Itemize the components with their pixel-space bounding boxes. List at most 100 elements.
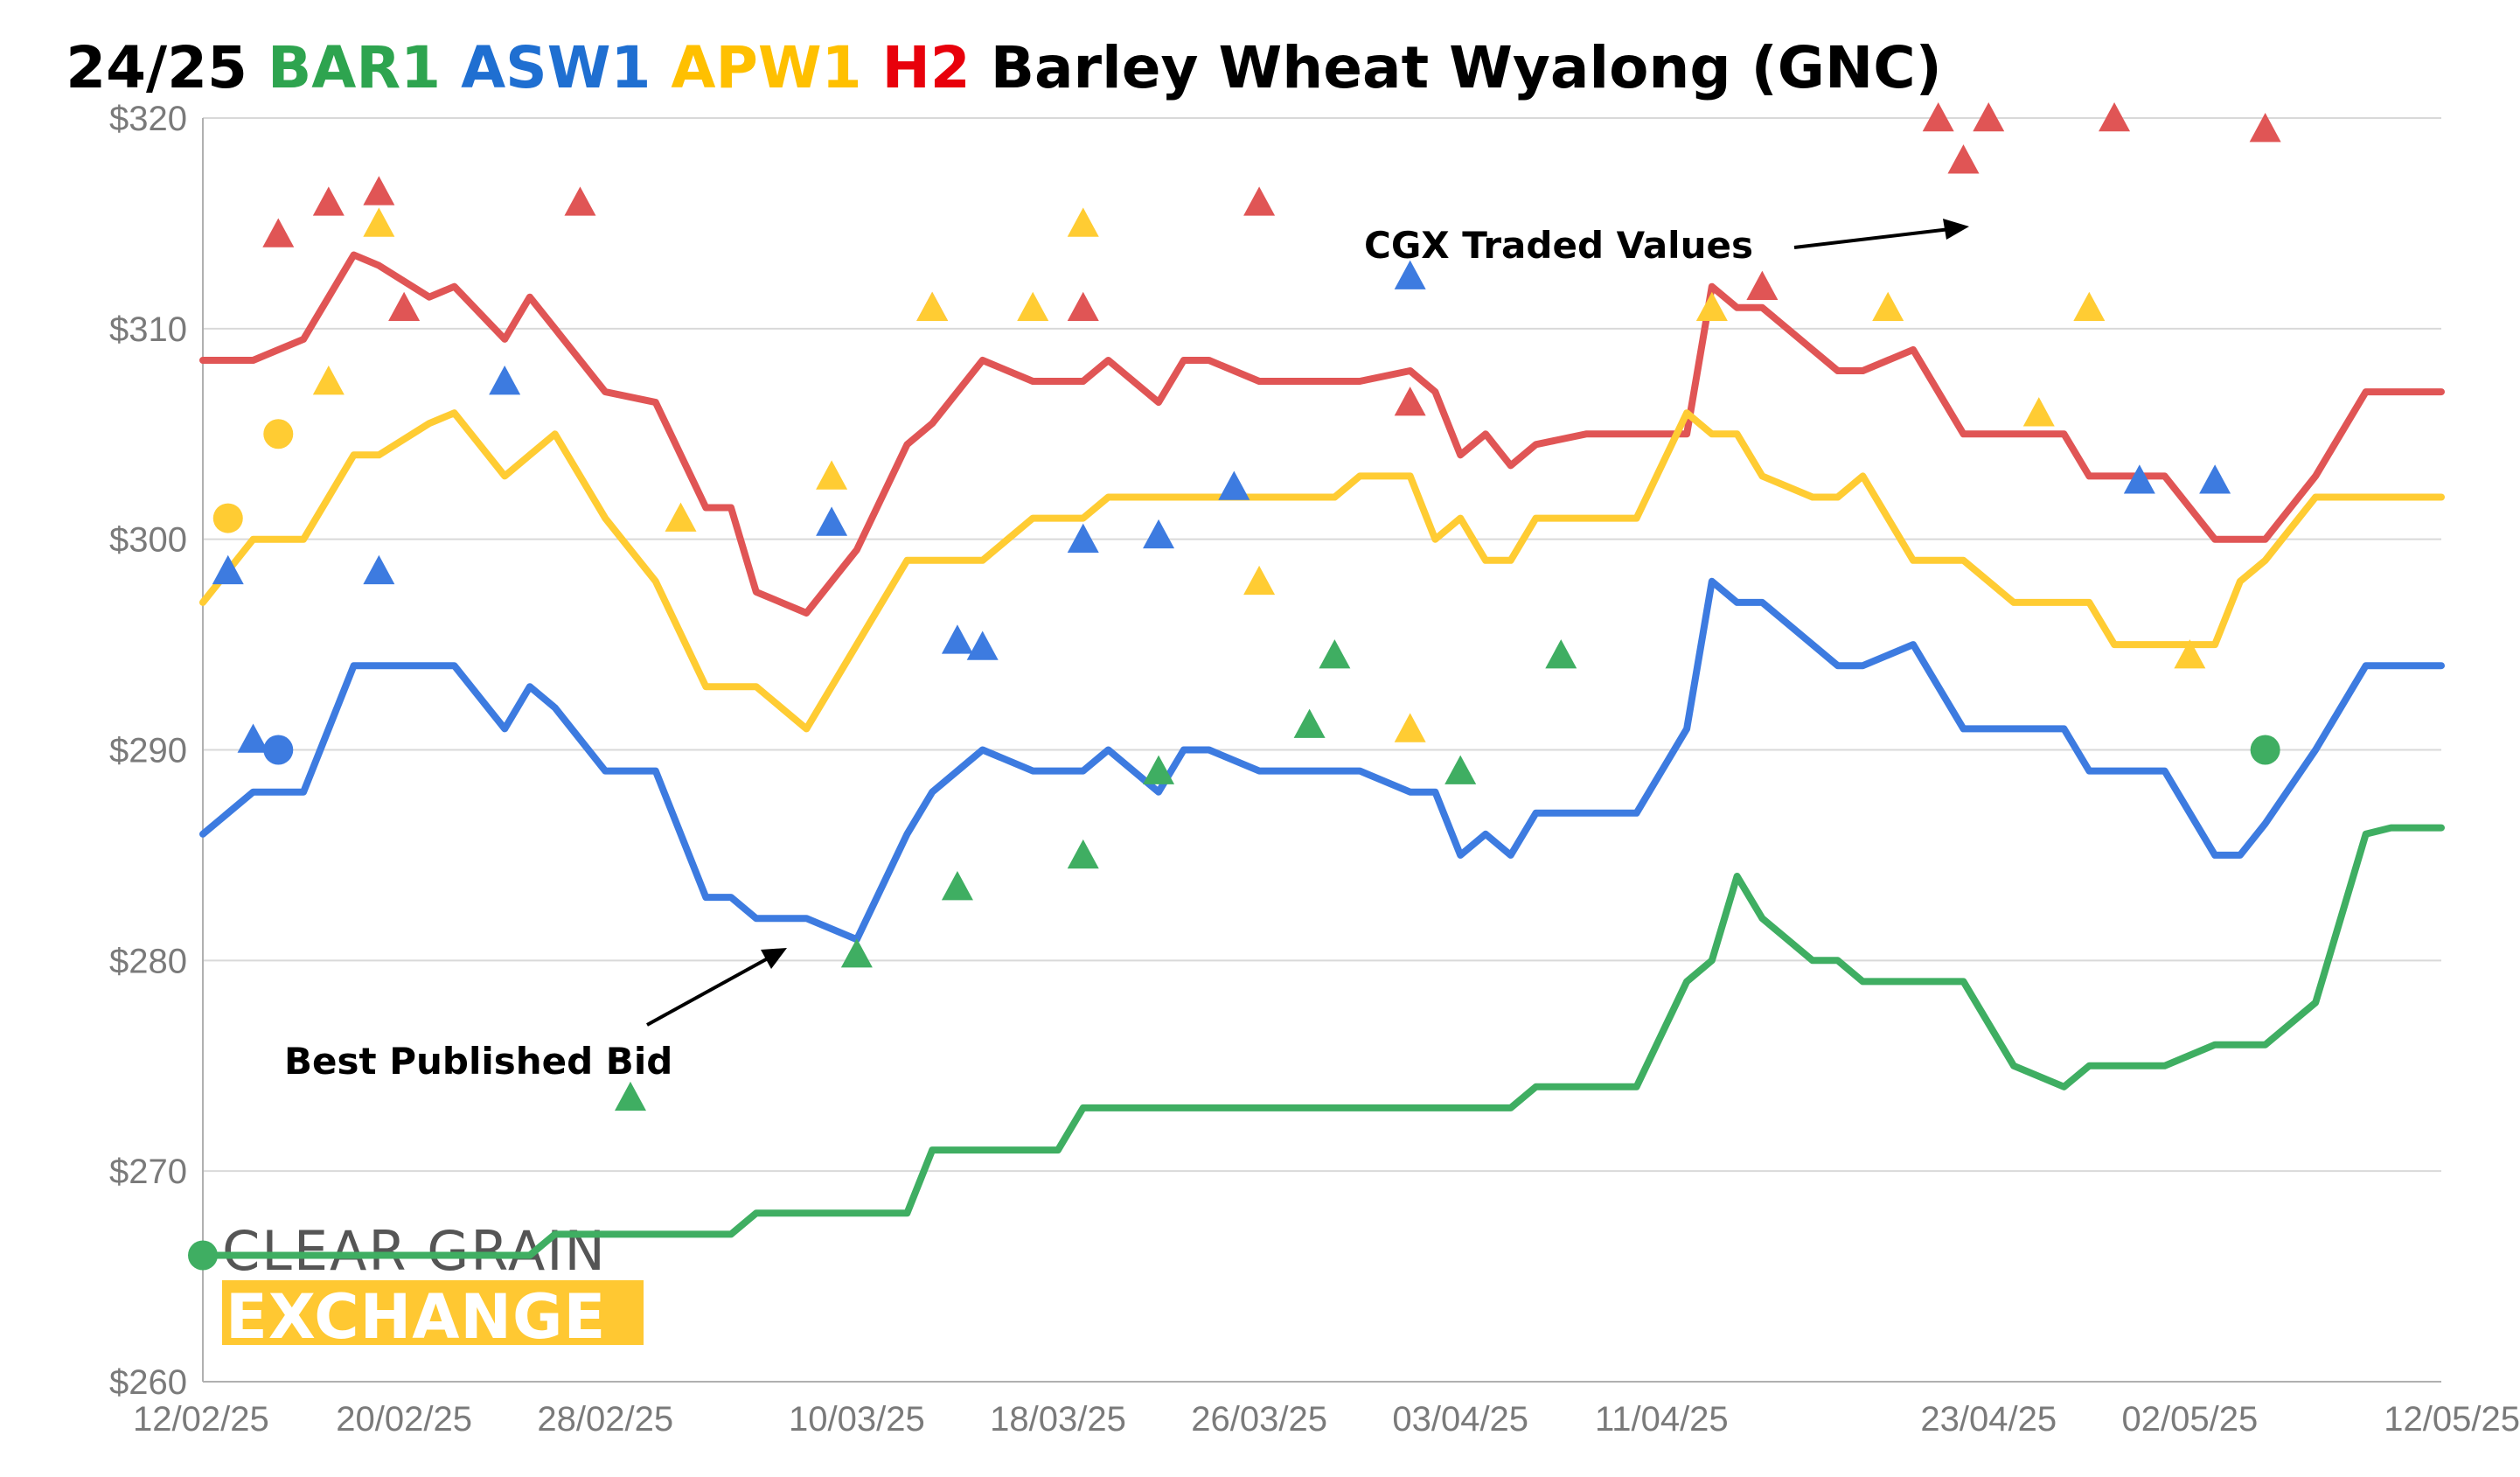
traded-markers <box>188 102 2281 1271</box>
traded-marker-h2 <box>1922 102 1954 132</box>
gridlines <box>202 117 2441 1383</box>
traded-marker-apw1 <box>2073 291 2106 322</box>
x-tick-label: 23/04/25 <box>1920 1400 2057 1439</box>
traded-marker-asw1 <box>1067 523 1099 553</box>
annotation-cgx-traded-values: CGX Traded Values <box>1364 224 1753 267</box>
x-tick-label: 28/02/25 <box>537 1400 673 1439</box>
title-part-0: 24/25 <box>66 34 268 101</box>
traded-marker-apw1 <box>916 291 949 322</box>
x-tick-label: 18/03/25 <box>990 1400 1126 1439</box>
y-tick-label: $280 <box>109 942 187 980</box>
y-tick-label: $310 <box>109 310 187 349</box>
traded-marker-h2 <box>1394 387 1426 416</box>
circle-point-apw1 <box>212 503 243 533</box>
circle-point-bar1 <box>2250 735 2280 765</box>
title-part-4: H2 <box>882 34 991 101</box>
traded-marker-asw1 <box>1218 470 1250 500</box>
traded-marker-bar1 <box>1444 755 1477 784</box>
traded-marker-apw1 <box>363 207 395 237</box>
traded-marker-bar1 <box>614 1081 646 1111</box>
title-part-2: ASW1 <box>461 34 671 101</box>
title-part-3: APW1 <box>671 34 881 101</box>
series-line-asw1 <box>199 577 2445 944</box>
series-line-bar1 <box>199 824 2445 1259</box>
y-tick-label: $300 <box>109 521 187 560</box>
traded-marker-asw1 <box>941 624 973 654</box>
series-line-h2 <box>199 251 2445 617</box>
x-tick-label: 26/03/25 <box>1191 1400 1327 1439</box>
traded-marker-h2 <box>1067 291 1099 322</box>
traded-marker-bar1 <box>1545 639 1577 669</box>
traded-marker-asw1 <box>2199 464 2231 494</box>
traded-marker-bar1 <box>1319 639 1351 669</box>
traded-marker-asw1 <box>237 723 269 753</box>
traded-marker-apw1 <box>816 460 848 490</box>
y-axis: $260 $270 $280 $290 $300 $310 $320 <box>109 100 187 1402</box>
y-tick-label: $290 <box>109 732 187 770</box>
traded-marker-asw1 <box>816 506 848 536</box>
traded-marker-bar1 <box>1293 708 1326 738</box>
traded-marker-h2 <box>262 218 295 247</box>
traded-marker-apw1 <box>665 502 697 532</box>
x-tick-label: 20/02/25 <box>336 1400 472 1439</box>
traded-marker-apw1 <box>2022 397 2055 427</box>
annotation-best-published-bid: Best Published Bid <box>284 1040 672 1083</box>
title-part-1: BAR1 <box>268 34 461 101</box>
annotation-arrow-cgx <box>1793 227 1951 249</box>
x-tick-label: 02/05/25 <box>2122 1400 2259 1439</box>
annotation-arrowhead-cgx <box>1943 219 1969 240</box>
y-tick-label: $260 <box>109 1363 187 1402</box>
logo-band <box>222 1280 644 1345</box>
traded-marker-bar1 <box>1143 755 1175 784</box>
traded-marker-apw1 <box>312 366 345 395</box>
traded-marker-asw1 <box>1394 260 1426 289</box>
title-part-5: Barley Wheat Wyalong (GNC) <box>991 34 1942 101</box>
x-tick-label: 10/03/25 <box>789 1400 925 1439</box>
chart-title: 24/25 BAR1 ASW1 APW1 H2 Barley Wheat Wya… <box>66 34 1942 101</box>
logo-line-1: CLEAR GRAIN <box>222 1219 607 1283</box>
traded-marker-apw1 <box>1017 291 1049 322</box>
traded-marker-h2 <box>564 186 596 216</box>
annotation-arrowhead-bid <box>761 948 787 969</box>
traded-marker-h2 <box>2099 102 2131 132</box>
series-line-apw1 <box>199 409 2445 733</box>
traded-marker-apw1 <box>1243 565 1276 596</box>
traded-marker-asw1 <box>966 631 999 660</box>
circle-point-bar1 <box>188 1240 218 1271</box>
x-tick-label: 12/02/25 <box>133 1400 269 1439</box>
traded-marker-asw1 <box>363 554 395 585</box>
series-lines <box>199 251 2445 1259</box>
x-axis: 12/02/25 20/02/25 28/02/25 10/03/25 18/03/25… <box>133 1400 2520 1439</box>
traded-marker-asw1 <box>489 366 521 395</box>
traded-marker-asw1 <box>212 554 244 585</box>
traded-marker-bar1 <box>941 871 973 901</box>
traded-marker-asw1 <box>1143 519 1175 549</box>
traded-marker-h2 <box>1243 186 1276 216</box>
traded-marker-asw1 <box>2123 464 2155 494</box>
traded-marker-h2 <box>312 186 345 216</box>
annotations: CGX Traded Values Best Published Bid <box>284 219 1969 1083</box>
traded-marker-apw1 <box>2174 639 2206 669</box>
traded-marker-h2 <box>2249 113 2281 143</box>
y-tick-label: $320 <box>109 100 187 138</box>
traded-marker-h2 <box>1947 144 1980 174</box>
x-tick-label: 03/04/25 <box>1392 1400 1528 1439</box>
traded-marker-h2 <box>388 291 421 322</box>
circle-point-asw1 <box>263 735 294 765</box>
x-tick-label: 11/04/25 <box>1595 1400 1729 1439</box>
traded-marker-bar1 <box>840 938 873 968</box>
clear-grain-exchange-logo: CLEAR GRAIN EXCHANGE <box>222 1219 644 1353</box>
annotation-arrow-bid <box>646 957 769 1027</box>
traded-marker-apw1 <box>1067 207 1099 237</box>
logo-line-2: EXCHANGE <box>226 1281 606 1353</box>
circle-point-apw1 <box>263 419 294 449</box>
traded-marker-apw1 <box>1695 291 1728 322</box>
traded-marker-bar1 <box>1067 839 1099 869</box>
traded-marker-h2 <box>363 176 395 206</box>
traded-marker-h2 <box>1746 270 1779 300</box>
y-tick-label: $270 <box>109 1153 187 1191</box>
traded-marker-apw1 <box>1394 713 1426 742</box>
traded-marker-apw1 <box>1872 291 1904 322</box>
